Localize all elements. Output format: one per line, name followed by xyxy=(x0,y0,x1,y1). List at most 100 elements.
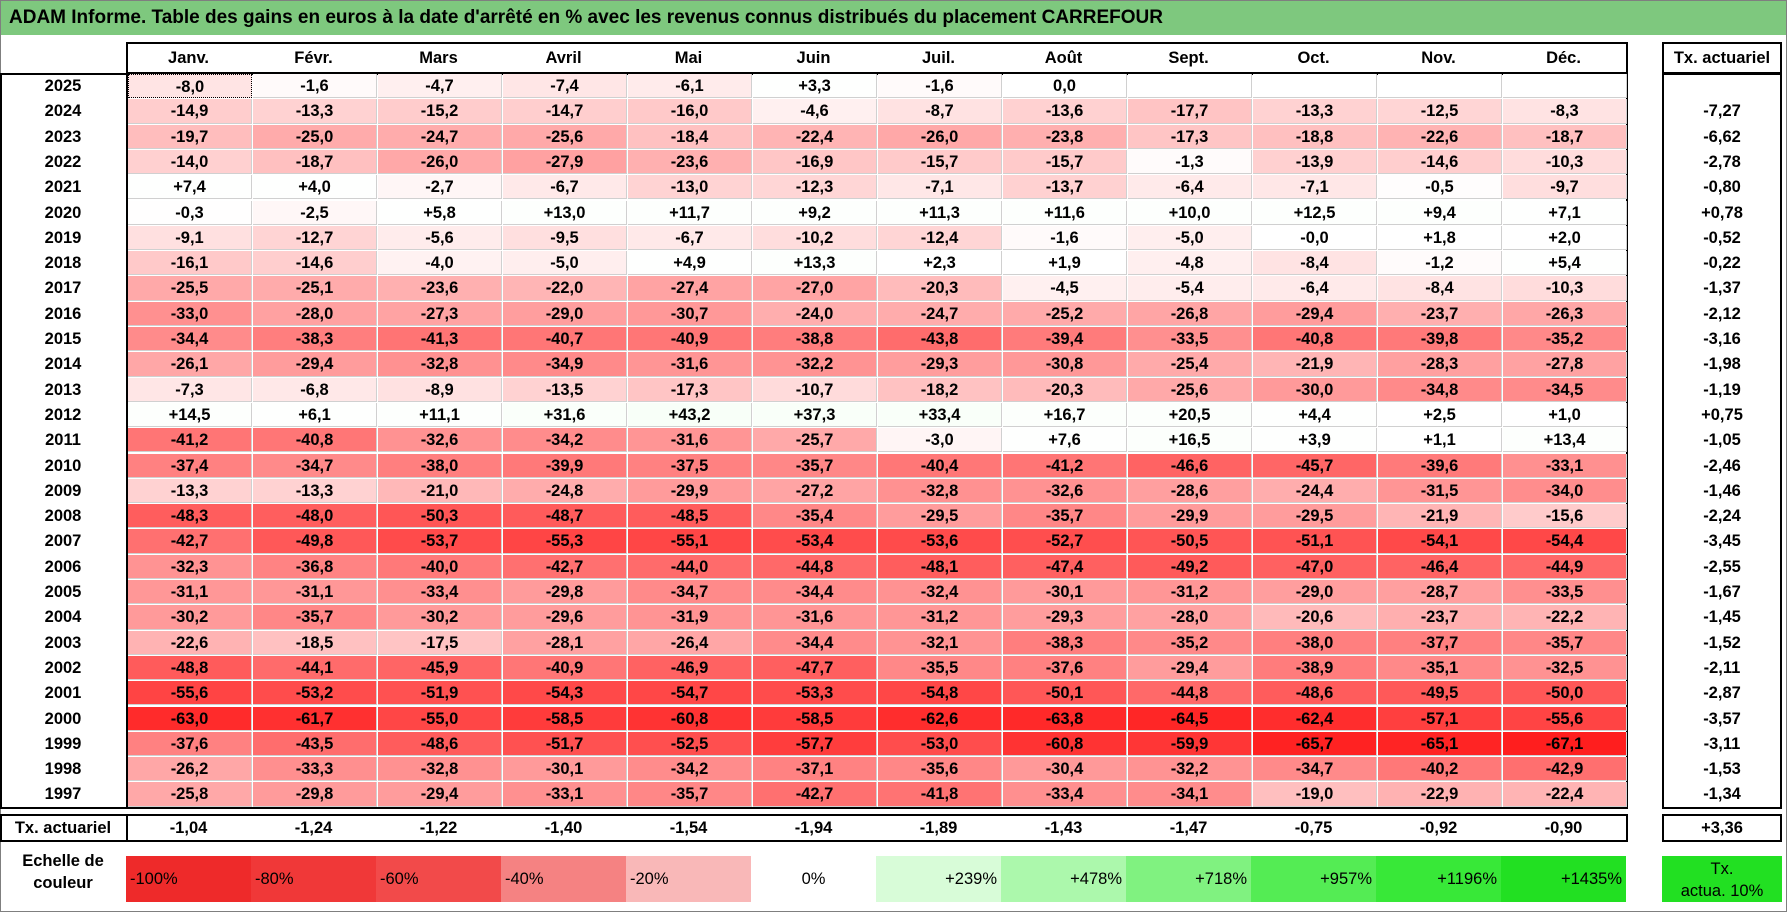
footer-rate: +3,36 xyxy=(1701,818,1743,837)
year-label: 2012 xyxy=(44,405,82,424)
heatmap-cell: -53,4 xyxy=(753,529,877,554)
heatmap-cell: -51,1 xyxy=(1253,529,1377,554)
heatmap-cell: -35,7 xyxy=(253,605,377,630)
year-label: 2019 xyxy=(44,228,82,247)
heatmap-cell: -32,4 xyxy=(878,580,1002,605)
heatmap-cell: -26,1 xyxy=(128,352,252,377)
heatmap-cell: -53,6 xyxy=(878,529,1002,554)
heatmap-cell: -60,8 xyxy=(1003,731,1127,757)
heatmap-cell: -39,6 xyxy=(1378,453,1502,478)
heatmap-cell: -30,7 xyxy=(628,301,752,326)
heatmap-cell: -26,2 xyxy=(128,757,252,782)
heatmap-cell: -32,2 xyxy=(1128,757,1252,782)
heatmap-cell: -35,6 xyxy=(878,757,1002,782)
heatmap-cell: -54,8 xyxy=(878,681,1002,706)
heatmap-cell: -35,2 xyxy=(1128,630,1252,655)
heatmap-cell: -63,0 xyxy=(128,706,252,731)
heatmap-cell: -22,6 xyxy=(1378,124,1502,149)
heatmap-cell: -50,0 xyxy=(1503,681,1627,706)
heatmap-cell: -46,4 xyxy=(1378,554,1502,579)
heatmap-cell: -31,1 xyxy=(253,580,377,605)
heatmap-cell: -32,1 xyxy=(878,630,1002,655)
heatmap-cell: -34,4 xyxy=(753,630,877,655)
heatmap-cell: -38,9 xyxy=(1253,655,1377,681)
heatmap-cell: -28,6 xyxy=(1128,478,1252,504)
footer-value: -0,92 xyxy=(1419,818,1458,837)
rate-cell: -0,52 xyxy=(1703,228,1741,247)
heatmap-cell: -35,4 xyxy=(753,504,877,529)
heatmap-cell: -27,0 xyxy=(753,276,877,301)
heatmap-cell: -13,6 xyxy=(1003,99,1127,124)
heatmap-cell: -45,9 xyxy=(378,655,502,681)
heatmap-cell: +11,6 xyxy=(1003,200,1127,225)
heatmap-cell: -15,7 xyxy=(1003,149,1127,175)
heatmap-cell: -28,7 xyxy=(1378,580,1502,605)
legend-step: +239% xyxy=(876,855,1001,902)
year-label: 2024 xyxy=(44,102,82,121)
heatmap-cell: -35,7 xyxy=(1003,504,1127,529)
heatmap-cell: -25,5 xyxy=(128,276,252,301)
heatmap-cell: -16,1 xyxy=(128,251,252,276)
year-label: 2017 xyxy=(44,279,82,298)
heatmap-cell: -15,6 xyxy=(1503,504,1627,529)
heatmap-cell: -50,3 xyxy=(378,504,502,529)
heatmap-cell: -34,1 xyxy=(1128,782,1252,807)
heatmap-cell: -22,4 xyxy=(1503,782,1627,807)
heatmap-cell: -29,0 xyxy=(503,301,627,326)
heatmap-cell: -26,0 xyxy=(378,149,502,175)
rate-cell: -2,55 xyxy=(1703,557,1741,576)
heatmap-cell: -17,3 xyxy=(628,377,752,402)
heatmap-cell: -18,2 xyxy=(878,377,1002,402)
heatmap-cell: -55,1 xyxy=(628,529,752,554)
heatmap-cell: -38,0 xyxy=(378,453,502,478)
month-header: Févr. xyxy=(294,49,333,67)
heatmap-cell: -30,1 xyxy=(503,757,627,782)
heatmap-cell: -58,5 xyxy=(503,706,627,731)
rate-cell: -1,67 xyxy=(1703,583,1741,601)
heatmap-cell: -40,0 xyxy=(378,554,502,579)
heatmap-cell: -34,8 xyxy=(1378,377,1502,402)
heatmap-cell: -47,4 xyxy=(1003,554,1127,579)
heatmap-cell: -31,6 xyxy=(753,605,877,630)
heatmap-cell: -49,2 xyxy=(1128,554,1252,579)
legend-step: -60% xyxy=(376,855,501,902)
heatmap-cell: +1,8 xyxy=(1378,225,1502,251)
heatmap-cell: -12,4 xyxy=(878,225,1002,251)
heatmap-cell: -40,9 xyxy=(628,327,752,352)
heatmap-cell: -48,3 xyxy=(128,504,252,529)
heatmap-cell: -62,4 xyxy=(1253,706,1377,731)
heatmap-cell: -37,5 xyxy=(628,453,752,478)
heatmap-cell: -25,7 xyxy=(753,428,877,453)
heatmap-cell: +43,2 xyxy=(628,402,752,428)
heatmap-cell: -13,3 xyxy=(253,478,377,504)
rate-cell: -6,62 xyxy=(1703,127,1741,146)
heatmap-cell: +11,7 xyxy=(628,200,752,225)
heatmap-cell: -33,1 xyxy=(503,782,627,807)
heatmap-cell: -44,1 xyxy=(253,655,377,681)
heatmap-cell: -47,0 xyxy=(1253,554,1377,579)
heatmap-cell: +7,6 xyxy=(1003,428,1127,453)
heatmap-cell: -54,4 xyxy=(1503,529,1627,554)
heatmap-cell: -50,1 xyxy=(1003,681,1127,706)
heatmap-cell: -35,5 xyxy=(878,655,1002,681)
rate-cell: -2,24 xyxy=(1703,507,1741,526)
heatmap-cell: -10,3 xyxy=(1503,276,1627,301)
heatmap-cell: -51,7 xyxy=(503,731,627,757)
heatmap-cell: -1,6 xyxy=(253,74,377,99)
heatmap-cell: -45,7 xyxy=(1253,453,1377,478)
heatmap-cell: -34,9 xyxy=(503,352,627,377)
heatmap-cell: -35,1 xyxy=(1378,655,1502,681)
heatmap-cell: -29,5 xyxy=(1253,504,1377,529)
heatmap-cell: -29,0 xyxy=(1253,580,1377,605)
heatmap-cell: -26,8 xyxy=(1128,301,1252,326)
heatmap-cell: -21,0 xyxy=(378,478,502,504)
heatmap-cell: +2,0 xyxy=(1503,225,1627,251)
heatmap-cell: -27,2 xyxy=(753,478,877,504)
heatmap-cell: -35,7 xyxy=(628,782,752,807)
heatmap-cell: -40,9 xyxy=(503,655,627,681)
heatmap-cell: -14,9 xyxy=(128,99,252,124)
rate-cell: +0,78 xyxy=(1701,203,1743,222)
heatmap-cell: -37,7 xyxy=(1378,630,1502,655)
rate-cell: -2,46 xyxy=(1703,456,1741,475)
heatmap-cell: -33,4 xyxy=(378,580,502,605)
